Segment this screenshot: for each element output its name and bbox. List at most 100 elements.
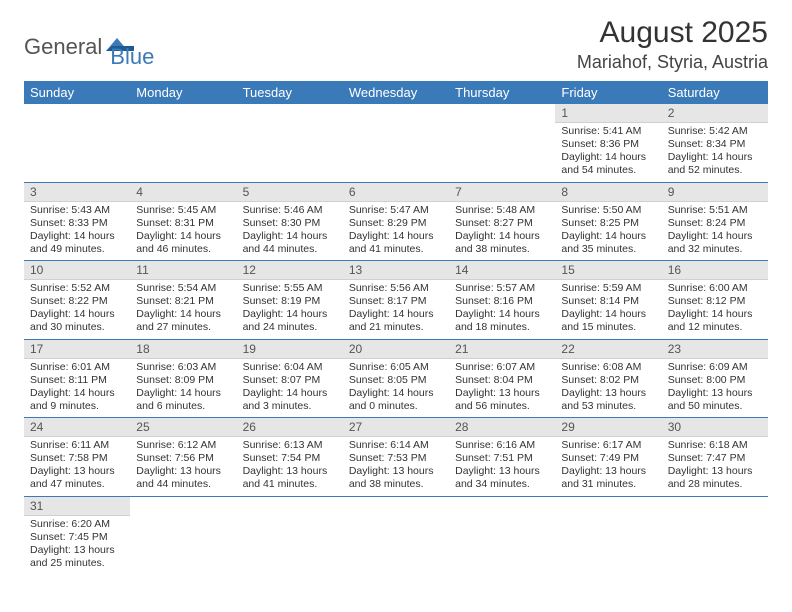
daylight-line: Daylight: 13 hours and 41 minutes.: [243, 465, 337, 491]
day-cell: 20Sunrise: 6:05 AMSunset: 8:05 PMDayligh…: [343, 339, 449, 418]
day-cell: 28Sunrise: 6:16 AMSunset: 7:51 PMDayligh…: [449, 418, 555, 497]
day-content: Sunrise: 5:41 AMSunset: 8:36 PMDaylight:…: [555, 123, 661, 182]
sunrise-line: Sunrise: 6:01 AM: [30, 361, 124, 374]
sunrise-line: Sunrise: 6:07 AM: [455, 361, 549, 374]
empty-cell: [449, 104, 555, 182]
sunset-line: Sunset: 8:14 PM: [561, 295, 655, 308]
empty-cell: [24, 104, 130, 182]
sunrise-line: Sunrise: 5:46 AM: [243, 204, 337, 217]
day-number: 29: [555, 418, 661, 437]
daylight-line: Daylight: 13 hours and 53 minutes.: [561, 387, 655, 413]
sunset-line: Sunset: 8:17 PM: [349, 295, 443, 308]
day-cell: 25Sunrise: 6:12 AMSunset: 7:56 PMDayligh…: [130, 418, 236, 497]
day-cell: 15Sunrise: 5:59 AMSunset: 8:14 PMDayligh…: [555, 261, 661, 340]
day-number: 28: [449, 418, 555, 437]
daylight-line: Daylight: 14 hours and 41 minutes.: [349, 230, 443, 256]
sunrise-line: Sunrise: 6:14 AM: [349, 439, 443, 452]
day-number: 8: [555, 183, 661, 202]
day-number: 2: [662, 104, 768, 123]
sunrise-line: Sunrise: 6:17 AM: [561, 439, 655, 452]
sunrise-line: Sunrise: 6:00 AM: [668, 282, 762, 295]
daylight-line: Daylight: 14 hours and 21 minutes.: [349, 308, 443, 334]
day-cell: 3Sunrise: 5:43 AMSunset: 8:33 PMDaylight…: [24, 182, 130, 261]
day-content: Sunrise: 5:50 AMSunset: 8:25 PMDaylight:…: [555, 202, 661, 261]
sunset-line: Sunset: 8:30 PM: [243, 217, 337, 230]
sunset-line: Sunset: 8:29 PM: [349, 217, 443, 230]
day-number: 4: [130, 183, 236, 202]
sunset-line: Sunset: 8:27 PM: [455, 217, 549, 230]
day-content: Sunrise: 6:17 AMSunset: 7:49 PMDaylight:…: [555, 437, 661, 496]
sunrise-line: Sunrise: 5:51 AM: [668, 204, 762, 217]
page-title: August 2025: [577, 16, 768, 50]
day-number: 13: [343, 261, 449, 280]
empty-cell: [237, 104, 343, 182]
day-cell: 21Sunrise: 6:07 AMSunset: 8:04 PMDayligh…: [449, 339, 555, 418]
day-content: Sunrise: 6:18 AMSunset: 7:47 PMDaylight:…: [662, 437, 768, 496]
empty-cell: [662, 496, 768, 574]
daylight-line: Daylight: 13 hours and 38 minutes.: [349, 465, 443, 491]
day-cell: 7Sunrise: 5:48 AMSunset: 8:27 PMDaylight…: [449, 182, 555, 261]
location: Mariahof, Styria, Austria: [577, 52, 768, 73]
day-cell: 11Sunrise: 5:54 AMSunset: 8:21 PMDayligh…: [130, 261, 236, 340]
sunrise-line: Sunrise: 6:04 AM: [243, 361, 337, 374]
daylight-line: Daylight: 14 hours and 49 minutes.: [30, 230, 124, 256]
sunset-line: Sunset: 8:34 PM: [668, 138, 762, 151]
calendar-row: 24Sunrise: 6:11 AMSunset: 7:58 PMDayligh…: [24, 418, 768, 497]
calendar-row: 17Sunrise: 6:01 AMSunset: 8:11 PMDayligh…: [24, 339, 768, 418]
day-cell: 10Sunrise: 5:52 AMSunset: 8:22 PMDayligh…: [24, 261, 130, 340]
day-number: 19: [237, 340, 343, 359]
calendar-body: 1Sunrise: 5:41 AMSunset: 8:36 PMDaylight…: [24, 104, 768, 574]
day-cell: 24Sunrise: 6:11 AMSunset: 7:58 PMDayligh…: [24, 418, 130, 497]
sunset-line: Sunset: 7:51 PM: [455, 452, 549, 465]
day-cell: 17Sunrise: 6:01 AMSunset: 8:11 PMDayligh…: [24, 339, 130, 418]
day-cell: 27Sunrise: 6:14 AMSunset: 7:53 PMDayligh…: [343, 418, 449, 497]
sunset-line: Sunset: 8:16 PM: [455, 295, 549, 308]
day-content: Sunrise: 5:48 AMSunset: 8:27 PMDaylight:…: [449, 202, 555, 261]
day-content: Sunrise: 6:03 AMSunset: 8:09 PMDaylight:…: [130, 359, 236, 418]
sunrise-line: Sunrise: 6:12 AM: [136, 439, 230, 452]
day-number: 24: [24, 418, 130, 437]
day-number: 18: [130, 340, 236, 359]
day-number: 23: [662, 340, 768, 359]
day-cell: 29Sunrise: 6:17 AMSunset: 7:49 PMDayligh…: [555, 418, 661, 497]
daylight-line: Daylight: 14 hours and 27 minutes.: [136, 308, 230, 334]
empty-cell: [237, 496, 343, 574]
day-cell: 13Sunrise: 5:56 AMSunset: 8:17 PMDayligh…: [343, 261, 449, 340]
calendar-row: 1Sunrise: 5:41 AMSunset: 8:36 PMDaylight…: [24, 104, 768, 182]
daylight-line: Daylight: 14 hours and 18 minutes.: [455, 308, 549, 334]
day-content: Sunrise: 5:47 AMSunset: 8:29 PMDaylight:…: [343, 202, 449, 261]
calendar-row: 3Sunrise: 5:43 AMSunset: 8:33 PMDaylight…: [24, 182, 768, 261]
day-content: Sunrise: 5:54 AMSunset: 8:21 PMDaylight:…: [130, 280, 236, 339]
day-content: Sunrise: 5:45 AMSunset: 8:31 PMDaylight:…: [130, 202, 236, 261]
daylight-line: Daylight: 13 hours and 28 minutes.: [668, 465, 762, 491]
daylight-line: Daylight: 14 hours and 46 minutes.: [136, 230, 230, 256]
day-cell: 1Sunrise: 5:41 AMSunset: 8:36 PMDaylight…: [555, 104, 661, 182]
calendar-row: 31Sunrise: 6:20 AMSunset: 7:45 PMDayligh…: [24, 496, 768, 574]
sunset-line: Sunset: 8:25 PM: [561, 217, 655, 230]
weekday-header: Wednesday: [343, 81, 449, 104]
day-content: Sunrise: 6:16 AMSunset: 7:51 PMDaylight:…: [449, 437, 555, 496]
empty-cell: [343, 496, 449, 574]
day-number: 6: [343, 183, 449, 202]
day-cell: 16Sunrise: 6:00 AMSunset: 8:12 PMDayligh…: [662, 261, 768, 340]
sunset-line: Sunset: 7:47 PM: [668, 452, 762, 465]
weekday-header: Sunday: [24, 81, 130, 104]
empty-cell: [555, 496, 661, 574]
day-content: Sunrise: 5:55 AMSunset: 8:19 PMDaylight:…: [237, 280, 343, 339]
day-content: Sunrise: 6:09 AMSunset: 8:00 PMDaylight:…: [662, 359, 768, 418]
day-number: 9: [662, 183, 768, 202]
calendar-table: SundayMondayTuesdayWednesdayThursdayFrid…: [24, 81, 768, 574]
day-content: Sunrise: 6:08 AMSunset: 8:02 PMDaylight:…: [555, 359, 661, 418]
logo-text-general: General: [24, 34, 102, 60]
sunrise-line: Sunrise: 5:42 AM: [668, 125, 762, 138]
daylight-line: Daylight: 14 hours and 12 minutes.: [668, 308, 762, 334]
sunset-line: Sunset: 8:24 PM: [668, 217, 762, 230]
daylight-line: Daylight: 13 hours and 44 minutes.: [136, 465, 230, 491]
daylight-line: Daylight: 14 hours and 35 minutes.: [561, 230, 655, 256]
day-content: Sunrise: 6:00 AMSunset: 8:12 PMDaylight:…: [662, 280, 768, 339]
day-number: 22: [555, 340, 661, 359]
sunrise-line: Sunrise: 6:13 AM: [243, 439, 337, 452]
day-number: 15: [555, 261, 661, 280]
sunset-line: Sunset: 7:45 PM: [30, 531, 124, 544]
sunrise-line: Sunrise: 6:16 AM: [455, 439, 549, 452]
